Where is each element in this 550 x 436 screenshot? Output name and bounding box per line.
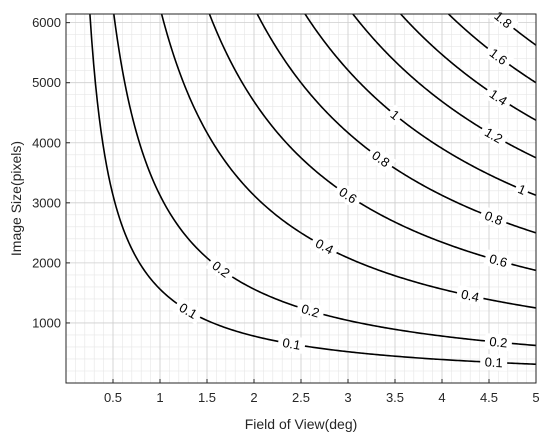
x-axis-label: Field of View(deg) — [245, 416, 358, 432]
x-tick-label: 4 — [438, 390, 445, 405]
x-tick-label: 0.5 — [104, 390, 122, 405]
y-tick-label: 3000 — [32, 195, 61, 210]
contour-label-text: 0.6 — [488, 251, 509, 270]
contour-label-backing — [478, 205, 510, 231]
contour-label: 1 — [512, 179, 532, 200]
contour-label-backing — [484, 332, 513, 352]
contour-label: 1.4 — [482, 83, 515, 112]
contour-label: 0.4 — [308, 233, 341, 260]
contour-label-text: 0.1 — [484, 354, 503, 370]
contour-label-backing — [172, 297, 204, 325]
contour-label-backing — [487, 4, 519, 35]
contour-label-backing — [479, 353, 508, 372]
x-tick-label: 3 — [344, 390, 351, 405]
contour-line-0.6 — [208, 14, 536, 272]
contour-label-backing — [332, 181, 364, 210]
contour-label-text: 0.1 — [281, 335, 301, 353]
y-axis-label: Image Size(pixels) — [8, 141, 24, 256]
contour-line-2 — [536, 8, 544, 14]
contour-label-backing — [455, 285, 486, 307]
contour-line-1.2 — [352, 14, 536, 159]
contour-label-text: 0.4 — [313, 236, 336, 258]
contour-label-backing — [295, 299, 326, 323]
y-tick-label: 6000 — [32, 15, 61, 30]
contour-label: 0.2 — [484, 332, 513, 352]
contour-label: 1 — [384, 104, 406, 126]
contour-line-0.2 — [113, 14, 536, 347]
contour-label: 0.1 — [479, 353, 508, 372]
contour-label-backing — [365, 144, 397, 174]
contour-label: 0.2 — [205, 254, 237, 284]
contour-label: 0.6 — [332, 181, 364, 210]
y-tick-label: 4000 — [32, 135, 61, 150]
contour-label-text: 0.2 — [489, 334, 508, 351]
x-tick-label: 3.5 — [386, 390, 404, 405]
contour-label: 0.1 — [276, 333, 307, 355]
contour-line-0.1 — [89, 14, 536, 366]
contour-labels: 0.10.10.10.20.20.20.40.40.60.60.80.8111.… — [172, 4, 532, 372]
contour-label-backing — [482, 42, 514, 72]
contour-label-backing — [205, 254, 237, 284]
contour-label-backing — [483, 249, 514, 272]
contour-line-1 — [304, 14, 536, 197]
contour-label: 0.8 — [478, 205, 510, 231]
y-tick-label: 5000 — [32, 75, 61, 90]
contour-label-backing — [512, 179, 532, 200]
contour-label-backing — [482, 83, 515, 112]
contour-label: 0.2 — [295, 299, 326, 323]
x-tick-label: 4.5 — [480, 390, 498, 405]
contour-label-backing — [308, 233, 341, 260]
contour-label-text: 0.8 — [483, 208, 505, 229]
y-tick-label: 2000 — [32, 255, 61, 270]
x-tick-label: 2.5 — [292, 390, 310, 405]
contour-line-1.4 — [400, 14, 536, 121]
y-tick-label: 1000 — [32, 315, 61, 330]
contour-label: 0.8 — [365, 144, 397, 174]
contour-label: 0.1 — [172, 297, 204, 325]
contour-label-text: 0.4 — [460, 286, 481, 304]
contour-label-backing — [276, 333, 307, 355]
x-tick-label: 1.5 — [198, 390, 216, 405]
x-tick-label: 5 — [532, 390, 539, 405]
y-axis-ticks: 1000 2000 3000 4000 5000 6000 — [32, 15, 70, 330]
contour-label: 1.2 — [478, 121, 510, 150]
major-grid — [66, 14, 537, 383]
contour-label-backing — [478, 121, 510, 150]
contour-label-backing — [384, 104, 406, 126]
contour-label: 1.8 — [487, 4, 519, 35]
contour-label-text: 0.2 — [300, 301, 322, 321]
x-axis-ticks: 0.5 1 1.5 2 2.5 3 3.5 4 4.5 5 — [104, 379, 540, 405]
contour-label: 0.6 — [483, 249, 514, 272]
x-tick-label: 1 — [156, 390, 163, 405]
x-tick-label: 2 — [250, 390, 257, 405]
contour-label: 0.4 — [455, 285, 486, 307]
